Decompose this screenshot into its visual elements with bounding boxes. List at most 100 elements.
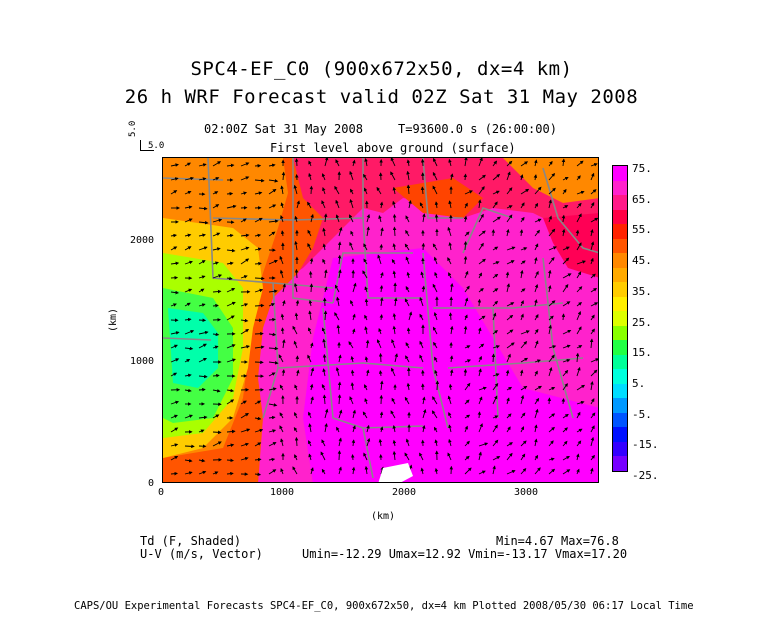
- wind-vector: [378, 327, 382, 335]
- wind-vector: [348, 341, 354, 349]
- wind-vector: [378, 438, 383, 447]
- wind-vector: [576, 260, 586, 265]
- wind-vector: [226, 344, 236, 349]
- wind-vector: [548, 228, 556, 237]
- wind-vector: [352, 425, 356, 433]
- colorbar-segment: [613, 369, 627, 385]
- wind-vector: [548, 256, 555, 265]
- wind-vector: [254, 442, 262, 447]
- wind-vector: [506, 314, 514, 321]
- wind-vector: [590, 163, 598, 167]
- wind-vector: [351, 466, 356, 475]
- wind-vector: [198, 343, 207, 349]
- colorbar-segment: [613, 209, 627, 225]
- wind-vector: [392, 450, 397, 461]
- wind-vector: [294, 215, 298, 223]
- wind-vector: [492, 261, 500, 265]
- wind-vector: [184, 176, 194, 181]
- wind-vector: [350, 355, 355, 363]
- wind-vector: [435, 380, 440, 391]
- wind-vector: [309, 342, 314, 349]
- wind-vector: [576, 453, 580, 461]
- wind-vector: [590, 314, 595, 321]
- wind-vector: [293, 340, 298, 349]
- wind-vector: [294, 384, 298, 391]
- colorbar-segment: [613, 412, 627, 428]
- wind-vector: [280, 313, 285, 321]
- wind-vector: [464, 440, 470, 447]
- wind-vector: [268, 346, 279, 351]
- wind-vector: [268, 361, 279, 365]
- colorbar-segment: [613, 354, 627, 370]
- wind-vector: [307, 243, 312, 251]
- wind-vector: [184, 218, 193, 223]
- wind-vector: [240, 345, 250, 349]
- wind-vector: [534, 218, 542, 223]
- wind-vector: [590, 454, 595, 461]
- wind-vector: [226, 288, 236, 293]
- wind-vector: [478, 343, 485, 349]
- wind-vector: [337, 450, 342, 461]
- wind-vector: [212, 345, 219, 349]
- wind-vector: [212, 389, 221, 393]
- wind-vector: [170, 414, 178, 419]
- wind-vector: [575, 229, 580, 237]
- wind-vector: [392, 213, 397, 223]
- wind-vector: [307, 201, 312, 209]
- wind-vector: [184, 205, 193, 209]
- wind-vector: [212, 218, 223, 223]
- wind-vector: [364, 158, 368, 167]
- wind-vector: [322, 353, 327, 363]
- wind-vector: [448, 272, 452, 279]
- wind-vector: [534, 359, 541, 363]
- wind-vector: [349, 241, 354, 251]
- wind-vector: [376, 339, 382, 349]
- wind-vector: [589, 338, 594, 349]
- wind-vector: [363, 258, 368, 265]
- wind-vector: [268, 204, 277, 209]
- wind-vector: [320, 451, 326, 461]
- wind-vector: [350, 369, 355, 377]
- wind-vector: [464, 314, 468, 321]
- wind-vector: [590, 369, 598, 377]
- wind-vector: [477, 199, 482, 209]
- wind-vector: [198, 374, 208, 379]
- colorbar-segment: [613, 195, 627, 211]
- wind-vector: [334, 185, 340, 195]
- wind-vector: [380, 271, 384, 279]
- wind-vector: [380, 227, 384, 237]
- map-svg: [163, 158, 598, 482]
- wind-vector: [520, 412, 526, 419]
- wind-vector: [350, 299, 354, 307]
- dewpoint-lakes-orange: [393, 178, 483, 218]
- wind-vector: [548, 468, 556, 475]
- wind-vector: [548, 440, 554, 447]
- wind-vector: [212, 261, 219, 265]
- wind-vector: [254, 247, 262, 251]
- wind-vector: [366, 437, 371, 447]
- wind-vector: [576, 160, 584, 167]
- wind-vector: [279, 269, 284, 279]
- wind-vector: [478, 442, 489, 447]
- wind-vector: [506, 187, 513, 195]
- wind-vector: [212, 471, 219, 475]
- wind-vector: [506, 171, 511, 181]
- wind-vector: [548, 324, 552, 335]
- wind-vector: [294, 436, 299, 447]
- colorbar-segment: [613, 383, 627, 399]
- wind-vector: [307, 327, 312, 335]
- shaded-stats: Min=4.67 Max=76.8: [496, 534, 619, 548]
- wind-vector: [506, 246, 516, 251]
- wind-vector: [391, 258, 396, 265]
- wind-vector: [254, 400, 262, 405]
- wind-vector: [464, 285, 470, 293]
- wind-vector: [434, 271, 438, 279]
- wind-vector: [379, 285, 384, 293]
- wind-vector: [562, 455, 570, 461]
- wind-vector: [464, 202, 468, 209]
- wind-vector: [548, 215, 552, 223]
- wind-vector: [520, 341, 528, 349]
- wind-vector: [405, 438, 410, 447]
- wind-vector: [391, 397, 396, 405]
- wind-vector: [226, 276, 233, 281]
